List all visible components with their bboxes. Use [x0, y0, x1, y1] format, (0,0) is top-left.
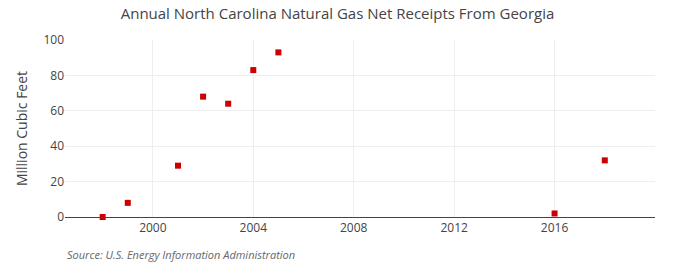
svg-text:Source: U.S. Energy Informatio: Source: U.S. Energy Information Administ… — [67, 247, 295, 262]
svg-text:2008: 2008 — [340, 219, 368, 236]
svg-text:Million Cubic Feet: Million Cubic Feet — [12, 71, 31, 186]
svg-text:2016: 2016 — [541, 219, 569, 236]
svg-text:Annual North Carolina Natural: Annual North Carolina Natural Gas Net Re… — [121, 3, 555, 23]
svg-text:2004: 2004 — [240, 219, 268, 236]
svg-text:40: 40 — [50, 137, 64, 154]
svg-text:2012: 2012 — [440, 219, 468, 236]
svg-text:80: 80 — [50, 67, 64, 84]
svg-text:60: 60 — [50, 102, 64, 119]
svg-text:20: 20 — [50, 173, 64, 190]
svg-text:100: 100 — [43, 31, 64, 48]
svg-text:0: 0 — [57, 208, 64, 225]
svg-text:2000: 2000 — [139, 219, 167, 236]
